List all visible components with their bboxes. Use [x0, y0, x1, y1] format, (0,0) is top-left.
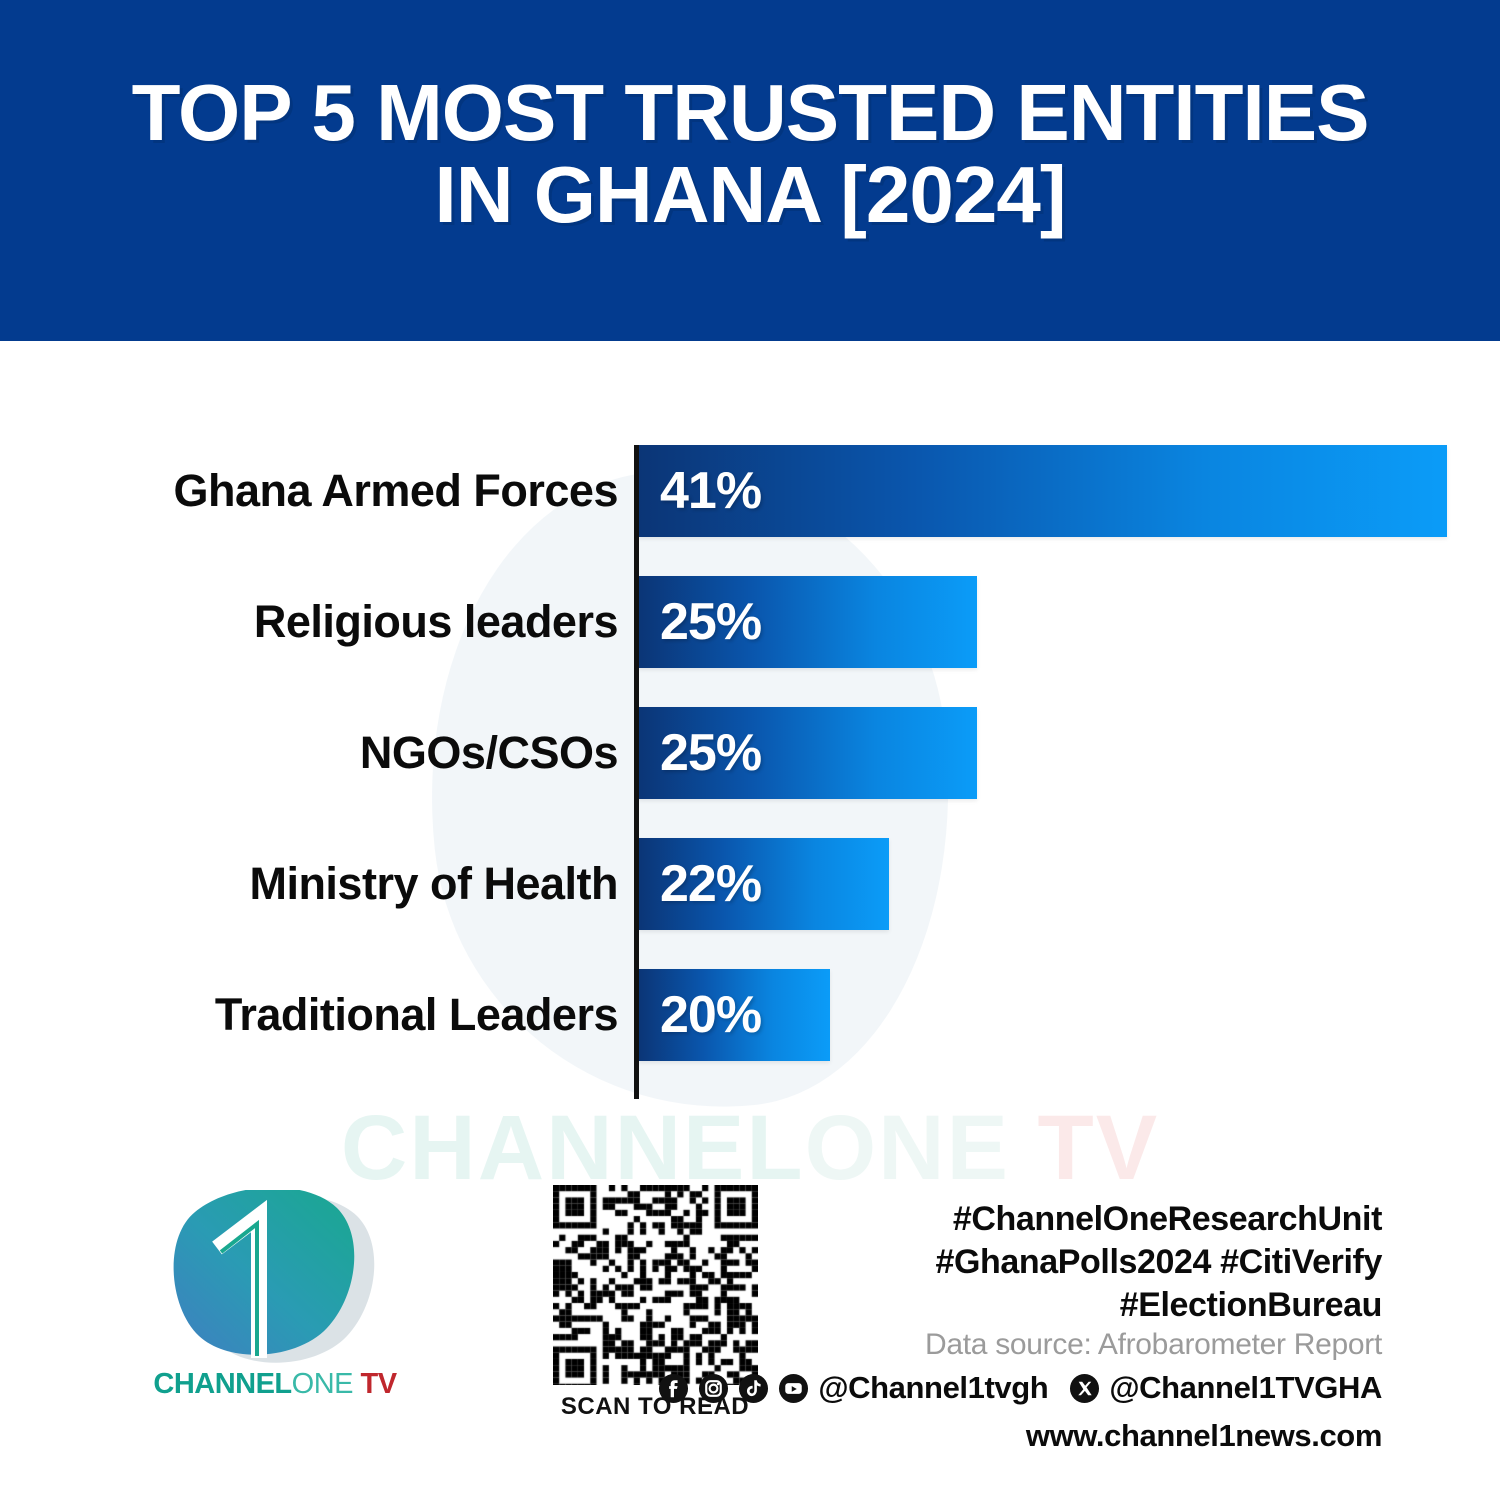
watermark-channel: CHANNEL — [340, 1097, 805, 1199]
bar-ministry-of-health: 22% — [638, 838, 889, 930]
instagram-icon[interactable] — [698, 1373, 729, 1404]
chart-row: Ghana Armed Forces 41% — [0, 445, 1500, 537]
bar-value-label: 25% — [660, 724, 762, 782]
social-handle-x[interactable]: @Channel1TVGHA — [1109, 1370, 1382, 1405]
background-watermark-text: CHANNELONE TV — [0, 1096, 1500, 1201]
facebook-icon[interactable] — [658, 1373, 689, 1404]
chart-axis-line — [634, 445, 639, 1099]
youtube-icon[interactable] — [778, 1373, 809, 1404]
bar-ngos-csos: 25% — [638, 707, 977, 799]
watermark-one: ONE — [804, 1097, 1010, 1199]
footer: CHANNELONE TV SCAN TO READ #ChannelOneRe… — [0, 1180, 1500, 1500]
bar-category-label: Ministry of Health — [249, 858, 618, 909]
bar-category-label: Ghana Armed Forces — [173, 465, 619, 516]
logo-wordmark: CHANNELONE TV — [125, 1368, 425, 1401]
logo-blob-icon — [155, 1187, 385, 1365]
website-url[interactable]: www.channel1news.com — [1025, 1418, 1382, 1453]
bar-value-label: 25% — [660, 593, 762, 651]
bar-religious-leaders: 25% — [638, 576, 977, 668]
logo-text-channel: CHANNEL — [153, 1368, 292, 1400]
bar-traditional-leaders: 20% — [638, 969, 830, 1061]
watermark-tv: TV — [1010, 1097, 1160, 1199]
x-twitter-icon[interactable] — [1069, 1373, 1100, 1404]
chart-row: Ministry of Health 22% — [0, 838, 1500, 930]
chart-row: Religious leaders 25% — [0, 576, 1500, 668]
logo-text-one: ONE — [291, 1368, 354, 1400]
chart-row: NGOs/CSOs 25% — [0, 707, 1500, 799]
tiktok-icon[interactable] — [738, 1373, 769, 1404]
social-handle-main[interactable]: @Channel1tvgh — [818, 1370, 1049, 1405]
page-title: TOP 5 MOST TRUSTED ENTITIES IN GHANA [20… — [131, 68, 1370, 239]
bar-chart: Ghana Armed Forces 41% Religious leaders… — [0, 341, 1500, 1121]
bar-category-label: Religious leaders — [253, 596, 619, 647]
qr-caption: SCAN TO READ — [560, 1393, 750, 1420]
qr-code-image[interactable] — [552, 1185, 758, 1385]
qr-code-block[interactable]: SCAN TO READ — [545, 1185, 765, 1421]
chart-row: Traditional Leaders 20% — [0, 969, 1500, 1061]
bar-value-label: 20% — [660, 986, 762, 1044]
bar-category-label: Traditional Leaders — [214, 989, 619, 1040]
bar-ghana-armed-forces: 41% — [638, 445, 1447, 537]
bar-value-label: 41% — [660, 462, 762, 520]
logo-text-tv: TV — [353, 1368, 398, 1400]
bar-category-label: NGOs/CSOs — [359, 727, 619, 778]
brand-logo: CHANNELONE TV — [125, 1187, 455, 1420]
social-handles-row: @Channel1tvgh @Channel1TVGHA — [659, 1370, 1382, 1406]
header-banner: TOP 5 MOST TRUSTED ENTITIES IN GHANA [20… — [0, 0, 1500, 341]
hashtags-text: #ChannelOneResearchUnit #GhanaPolls2024 … — [935, 1200, 1382, 1324]
data-source-text: Data source: Afrobarometer Report — [925, 1328, 1382, 1361]
bar-value-label: 22% — [660, 855, 762, 913]
